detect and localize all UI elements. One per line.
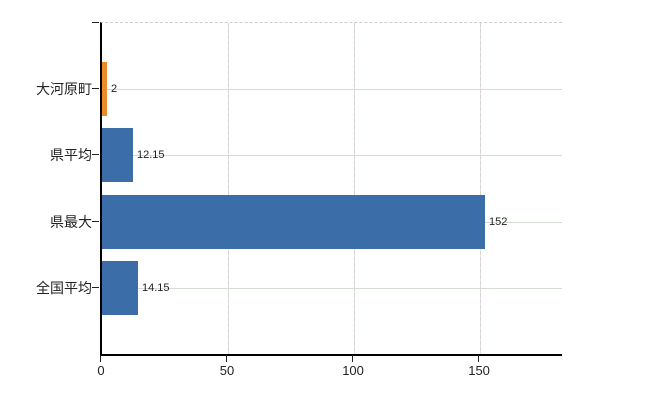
x-tick-label: 150	[468, 363, 490, 378]
bar	[102, 195, 485, 249]
category-label: 県最大	[50, 214, 92, 230]
gridline-vertical	[228, 23, 230, 354]
y-axis-tick	[92, 22, 99, 23]
category-label: 県平均	[50, 147, 92, 163]
plot-area: 2 12.15 152 14.15	[100, 22, 562, 356]
y-axis-tick	[92, 154, 99, 155]
x-axis-tick	[100, 355, 101, 362]
y-axis-tick	[92, 287, 99, 288]
category-label: 大河原町	[36, 81, 92, 97]
gridline-horizontal	[102, 89, 562, 90]
category-label: 全国平均	[36, 280, 92, 296]
x-axis-tick	[352, 355, 354, 362]
y-axis-tick	[92, 88, 99, 89]
bar-value-label: 2	[111, 83, 118, 95]
x-axis-tick	[478, 355, 480, 362]
bar	[102, 128, 133, 182]
y-axis-tick	[92, 221, 99, 222]
gridline-horizontal	[102, 288, 562, 289]
bar	[102, 261, 138, 315]
bar	[102, 62, 107, 116]
gridline-vertical	[480, 23, 482, 354]
gridline-horizontal	[102, 155, 562, 156]
x-tick-label: 0	[97, 363, 105, 378]
x-axis-tick	[226, 355, 228, 362]
bar-value-label: 12.15	[137, 149, 165, 161]
x-tick-label: 100	[342, 363, 364, 378]
gridline-vertical	[354, 23, 356, 354]
bar-value-label: 14.15	[142, 282, 170, 294]
x-tick-label: 50	[219, 363, 235, 378]
bar-value-label: 152	[489, 216, 508, 228]
